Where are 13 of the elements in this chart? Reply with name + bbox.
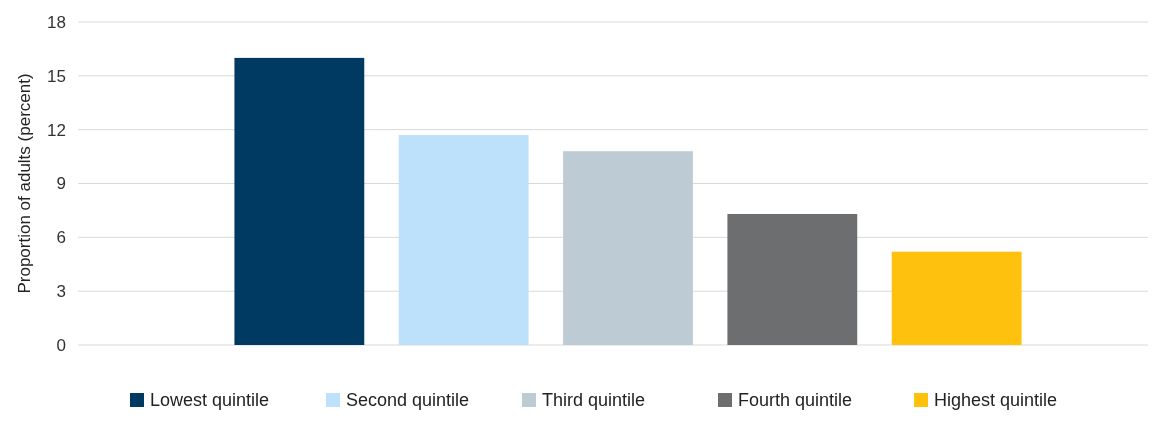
legend-label: Highest quintile bbox=[934, 390, 1058, 411]
y-tick-label: 18 bbox=[47, 12, 66, 32]
y-tick-label: 9 bbox=[56, 174, 66, 194]
legend-label: Second quintile bbox=[346, 390, 470, 411]
y-axis-title: Proportion of adults (percent) bbox=[15, 73, 34, 294]
y-tick-label: 15 bbox=[47, 66, 66, 86]
legend-label: Fourth quintile bbox=[738, 390, 853, 411]
y-tick-label: 12 bbox=[47, 120, 66, 140]
legend-label: Lowest quintile bbox=[150, 390, 270, 411]
legend-label: Third quintile bbox=[542, 390, 646, 411]
y-tick-label: 3 bbox=[56, 282, 66, 302]
y-tick-label: 0 bbox=[56, 335, 66, 355]
y-tick-label: 6 bbox=[56, 228, 66, 248]
